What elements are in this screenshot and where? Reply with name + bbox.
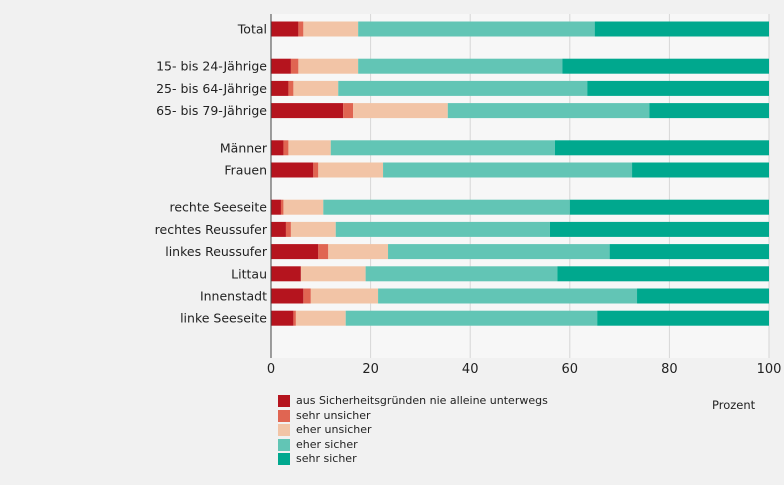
category-label: Frauen — [224, 163, 267, 178]
bar-segment — [283, 140, 289, 156]
bar-segment — [328, 244, 389, 260]
bar-segment — [637, 288, 769, 304]
bar-segment — [557, 266, 769, 282]
x-tick-label: 20 — [362, 362, 379, 377]
category-label: linke Seeseite — [180, 311, 267, 326]
legend-label: sehr unsicher — [296, 408, 371, 422]
bar-segment — [295, 310, 346, 326]
category-label: 65- bis 79-Jährige — [156, 103, 267, 118]
bar-segment — [298, 58, 359, 74]
bar-segment — [271, 288, 304, 304]
bar-segment — [383, 162, 633, 178]
bar-segment — [447, 103, 650, 119]
bar-segment — [303, 21, 359, 37]
bar-segment — [298, 21, 304, 37]
bar-segment — [271, 310, 294, 326]
x-tick-label: 0 — [267, 362, 275, 377]
legend-swatch — [278, 453, 290, 466]
bar-segment — [271, 80, 289, 96]
bar-segment — [271, 103, 344, 119]
bar-segment — [353, 103, 448, 119]
bar-segment — [649, 103, 769, 119]
bar-segment — [335, 221, 550, 237]
legend-label: sehr sicher — [296, 452, 357, 466]
bar-segment — [554, 140, 769, 156]
bar-segment — [290, 221, 336, 237]
bar-segment — [358, 58, 563, 74]
bar-segment — [271, 58, 291, 74]
bar-segment — [288, 140, 331, 156]
bar-segment — [343, 103, 354, 119]
bar-segment — [271, 266, 301, 282]
bar-segment — [310, 288, 379, 304]
x-axis-unit-label: Prozent — [712, 398, 756, 412]
bar-segment — [293, 80, 339, 96]
legend-label: eher unsicher — [296, 423, 372, 437]
legend-swatch — [278, 424, 290, 437]
bar-segment — [587, 80, 769, 96]
bar-segment — [365, 266, 558, 282]
legend-item-very-unsafe: sehr unsicher — [278, 409, 548, 424]
bar-segment — [280, 199, 284, 215]
legend-item-rather-safe: eher sicher — [278, 438, 548, 453]
category-label: 25- bis 64-Jährige — [156, 81, 267, 96]
bar-segment — [345, 310, 598, 326]
bar-segment — [303, 288, 311, 304]
bar-segment — [609, 244, 769, 260]
category-label: Total — [237, 22, 267, 37]
bar-segment — [283, 199, 324, 215]
x-tick-label: 100 — [757, 362, 782, 377]
bar-segment — [271, 21, 299, 37]
bar-segment — [290, 58, 299, 74]
category-label: Männer — [220, 140, 268, 155]
bar-segment — [323, 199, 570, 215]
bar-segment — [271, 244, 319, 260]
bar-segment — [300, 266, 366, 282]
legend: aus Sicherheitsgründen nie alleine unter… — [278, 394, 548, 467]
bar-segment — [271, 221, 286, 237]
bar-segment — [338, 80, 588, 96]
category-label: rechtes Reussufer — [155, 222, 268, 237]
x-tick-label: 60 — [562, 362, 579, 377]
bar-segment — [330, 140, 555, 156]
category-label: rechte Seeseite — [170, 200, 268, 215]
category-label: Littau — [231, 266, 267, 281]
legend-item-very-safe: sehr sicher — [278, 452, 548, 467]
bar-segment — [318, 244, 329, 260]
bar-segment — [594, 21, 769, 37]
bar-segment — [388, 244, 610, 260]
legend-label: aus Sicherheitsgründen nie alleine unter… — [296, 394, 548, 408]
bar-segment — [293, 310, 296, 326]
x-tick-label: 80 — [661, 362, 678, 377]
bar-segment — [597, 310, 769, 326]
bar-segment — [569, 199, 769, 215]
bar-segment — [318, 162, 384, 178]
bar-segment — [549, 221, 769, 237]
bar-segment — [271, 140, 284, 156]
bar-segment — [271, 162, 314, 178]
bar-segment — [562, 58, 769, 74]
legend-item-rather-unsafe: eher unsicher — [278, 423, 548, 438]
category-label: linkes Reussufer — [165, 244, 268, 259]
bar-segment — [313, 162, 319, 178]
bar-segment — [288, 80, 294, 96]
legend-swatch — [278, 409, 290, 422]
bar-segment — [271, 199, 281, 215]
bar-segment — [285, 221, 291, 237]
legend-label: eher sicher — [296, 437, 358, 451]
legend-swatch — [278, 438, 290, 451]
category-label: Innenstadt — [200, 289, 267, 304]
bar-segment — [358, 21, 595, 37]
legend-swatch — [278, 395, 290, 408]
bar-segment — [632, 162, 769, 178]
category-label: 15- bis 24-Jährige — [156, 59, 267, 74]
x-tick-label: 40 — [462, 362, 479, 377]
bar-segment — [378, 288, 638, 304]
legend-item-never-alone: aus Sicherheitsgründen nie alleine unter… — [278, 394, 548, 409]
